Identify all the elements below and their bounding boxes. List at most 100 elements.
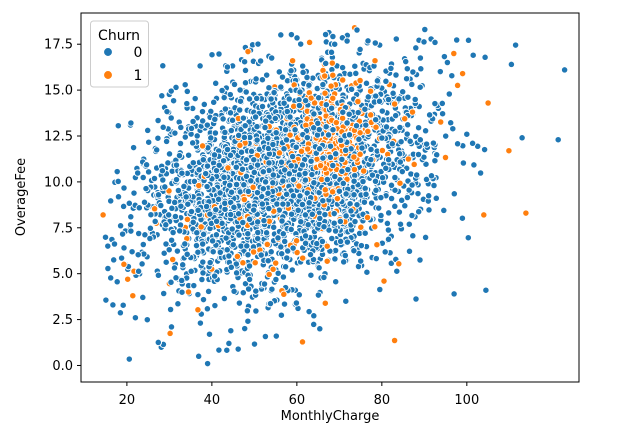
scatter-point <box>193 132 201 140</box>
scatter-point <box>330 219 338 227</box>
scatter-point <box>414 189 422 198</box>
scatter-point <box>259 168 267 176</box>
scatter-point <box>221 105 230 113</box>
scatter-point <box>130 189 138 197</box>
scatter-point <box>356 45 364 54</box>
scatter-point <box>175 151 184 160</box>
scatter-point <box>207 134 215 142</box>
scatter-point <box>184 151 193 159</box>
scatter-point <box>253 136 261 144</box>
scatter-point <box>118 230 127 238</box>
scatter-point <box>445 90 453 98</box>
scatter-point <box>338 167 346 175</box>
scatter-point <box>367 111 375 119</box>
scatter-point <box>221 199 229 207</box>
scatter-point <box>275 68 283 76</box>
scatter-point <box>404 93 412 101</box>
scatter-point <box>409 68 417 76</box>
scatter-point <box>414 124 423 132</box>
scatter-point <box>140 198 149 206</box>
scatter-point <box>415 208 423 216</box>
scatter-point <box>289 192 298 200</box>
scatter-point <box>392 35 400 43</box>
scatter-point <box>353 201 361 209</box>
scatter-point <box>476 169 485 177</box>
scatter-point <box>139 173 147 182</box>
legend-box <box>90 20 149 88</box>
y-tick-label: 0.0 <box>52 359 73 374</box>
scatter-point <box>287 67 295 75</box>
scatter-point <box>165 246 173 254</box>
scatter-point <box>244 285 253 293</box>
scatter-point <box>260 216 268 225</box>
scatter-point <box>288 57 297 65</box>
scatter-point <box>310 99 319 107</box>
scatter-point <box>189 139 197 147</box>
scatter-point <box>128 248 136 256</box>
scatter-point <box>216 189 224 197</box>
scatter-point <box>377 193 385 202</box>
scatter-point <box>239 259 247 267</box>
scatter-point <box>331 227 340 235</box>
scatter-point <box>396 150 404 158</box>
scatter-point <box>235 299 244 307</box>
scatter-point <box>443 58 452 67</box>
scatter-point <box>125 355 133 363</box>
scatter-point <box>299 68 307 77</box>
scatter-point <box>403 65 411 73</box>
scatter-point <box>440 52 449 61</box>
scatter-point <box>360 167 368 175</box>
scatter-point <box>356 150 364 158</box>
scatter-point <box>127 119 135 127</box>
scatter-point <box>321 299 329 307</box>
scatter-point <box>126 221 135 229</box>
scatter-point <box>265 270 273 279</box>
scatter-point <box>124 275 132 283</box>
scatter-point <box>388 140 396 148</box>
scatter-point <box>306 250 315 259</box>
scatter-point <box>416 256 424 264</box>
scatter-point <box>183 250 191 258</box>
scatter-point <box>343 119 351 127</box>
scatter-point <box>210 98 218 106</box>
scatter-point <box>316 161 325 170</box>
scatter-point <box>247 177 255 185</box>
scatter-point <box>181 81 189 89</box>
scatter-point <box>464 36 473 44</box>
scatter-point <box>440 206 448 215</box>
scatter-point <box>408 181 416 189</box>
scatter-point <box>326 142 335 150</box>
scatter-point <box>375 97 384 105</box>
scatter-point <box>293 34 301 42</box>
scatter-point <box>301 169 309 178</box>
scatter-point <box>234 345 242 353</box>
scatter-point <box>459 159 468 167</box>
scatter-point <box>134 251 142 259</box>
scatter-point <box>421 233 430 242</box>
scatter-point <box>554 136 562 144</box>
scatter-point <box>172 175 181 184</box>
scatter-point <box>297 218 305 226</box>
scatter-point <box>371 177 380 185</box>
scatter-point <box>412 44 420 52</box>
scatter-point <box>265 159 273 167</box>
scatter-point <box>252 307 260 315</box>
scatter-point <box>382 164 390 172</box>
scatter-point <box>380 277 388 285</box>
scatter-point <box>361 105 369 113</box>
scatter-point <box>239 289 247 297</box>
scatter-point <box>295 182 303 190</box>
scatter-point <box>318 237 327 246</box>
scatter-point <box>220 173 228 181</box>
scatter-point <box>339 108 347 116</box>
scatter-point <box>129 143 138 152</box>
scatter-point <box>322 123 330 131</box>
scatter-point <box>197 223 205 231</box>
scatter-point <box>362 79 371 87</box>
scatter-point <box>336 237 345 246</box>
scatter-point <box>372 123 380 131</box>
scatter-point <box>143 316 151 324</box>
scatter-point <box>339 179 347 188</box>
scatter-point <box>321 186 329 194</box>
scatter-point <box>187 207 196 216</box>
